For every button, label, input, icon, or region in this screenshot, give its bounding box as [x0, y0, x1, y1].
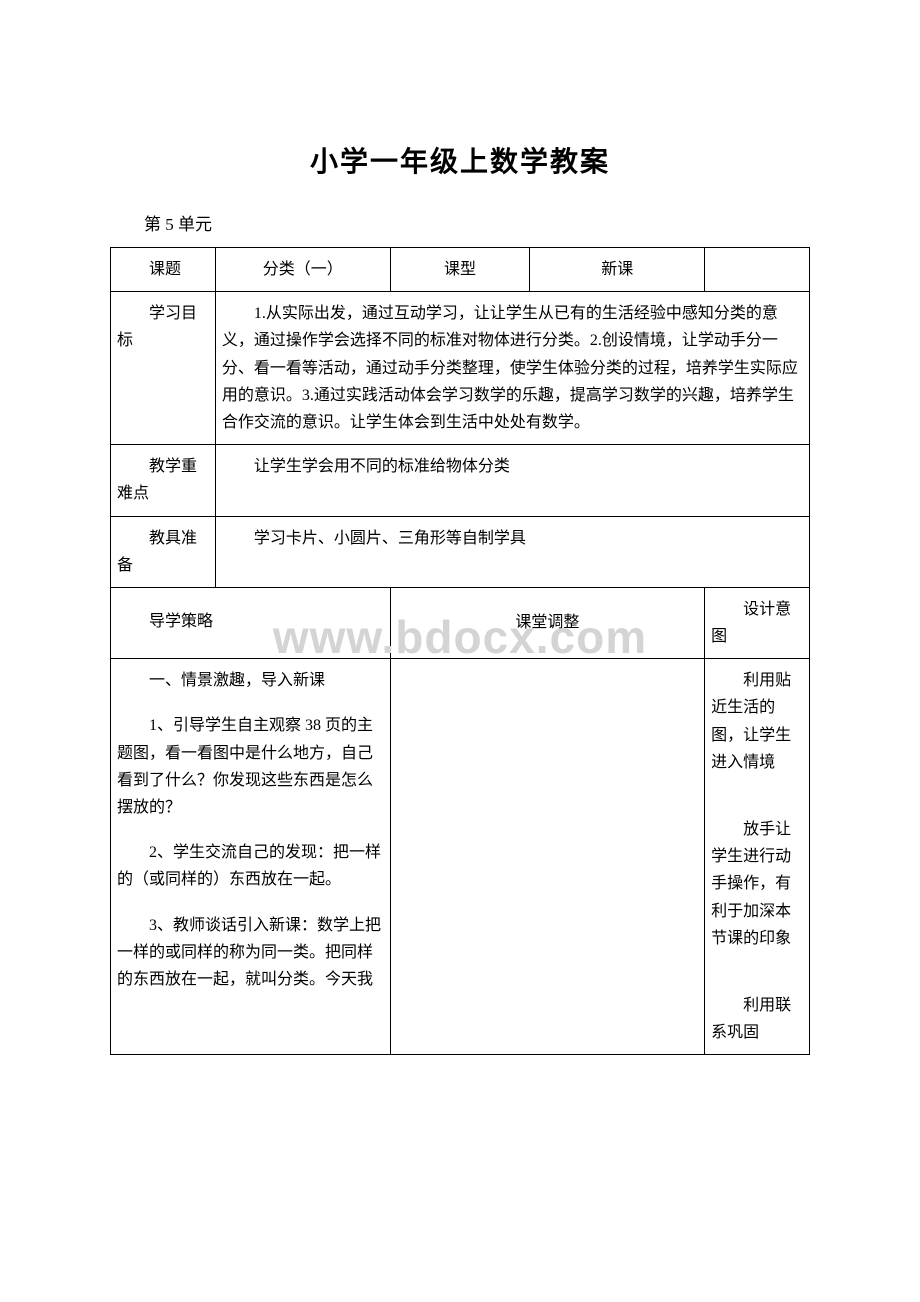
table-row-body: 一、情景激趣，导入新课 1、引导学生自主观察 38 页的主题图，看一看图中是什么…: [111, 659, 810, 1055]
table-row-header1: 课题 分类（一） 课型 新课: [111, 248, 810, 292]
intent-body: 利用贴近生活的图，让学生进入情境 放手让学生进行动手操作，有利于加深本节课的印象…: [705, 659, 810, 1055]
intent-p2: 放手让学生进行动手操作，有利于加深本节课的印象: [711, 816, 803, 952]
topic-label: 课题: [111, 248, 216, 292]
materials-label: 教具准备: [111, 516, 216, 587]
strategy-p2: 1、引导学生自主观察 38 页的主题图，看一看图中是什么地方，自己看到了什么？你…: [117, 712, 384, 821]
adjust-body: [390, 659, 705, 1055]
table-row-materials: 教具准备 学习卡片、小圆片、三角形等自制学具: [111, 516, 810, 587]
type-value: 新课: [530, 248, 705, 292]
empty-cell: [705, 248, 810, 292]
table-row-keypoints: 教学重难点 让学生学会用不同的标准给物体分类: [111, 445, 810, 516]
keypoints-label: 教学重难点: [111, 445, 216, 516]
strategy-p4: 3、教师谈话引入新课：数学上把一样的或同样的称为同一类。把同样的东西放在一起，就…: [117, 912, 384, 994]
strategy-p1: 一、情景激趣，导入新课: [117, 667, 384, 694]
lesson-plan-table: 课题 分类（一） 课型 新课 学习目标 1.从实际出发，通过互动学习，让让学生从…: [110, 247, 810, 1055]
intent-p1: 利用贴近生活的图，让学生进入情境: [711, 667, 803, 776]
keypoints-content: 让学生学会用不同的标准给物体分类: [215, 445, 809, 516]
table-row-subheaders: 导学策略 课堂调整 设计意图: [111, 587, 810, 658]
document-title: 小学一年级上数学教案: [110, 140, 810, 180]
table-row-objectives: 学习目标 1.从实际出发，通过互动学习，让让学生从已有的生活经验中感知分类的意义…: [111, 292, 810, 445]
adjust-header: 课堂调整: [390, 587, 705, 658]
strategy-p3: 2、学生交流自己的发现：把一样的（或同样的）东西放在一起。: [117, 839, 384, 893]
strategy-body: 一、情景激趣，导入新课 1、引导学生自主观察 38 页的主题图，看一看图中是什么…: [111, 659, 391, 1055]
intent-p3: 利用联系巩固: [711, 992, 803, 1046]
strategy-header: 导学策略: [111, 587, 391, 658]
type-label: 课型: [390, 248, 530, 292]
topic-value: 分类（一）: [215, 248, 390, 292]
materials-content: 学习卡片、小圆片、三角形等自制学具: [215, 516, 809, 587]
unit-label: 第 5 单元: [110, 210, 810, 235]
intent-header: 设计意图: [705, 587, 810, 658]
objectives-label: 学习目标: [111, 292, 216, 445]
objectives-content: 1.从实际出发，通过互动学习，让让学生从已有的生活经验中感知分类的意义，通过操作…: [215, 292, 809, 445]
